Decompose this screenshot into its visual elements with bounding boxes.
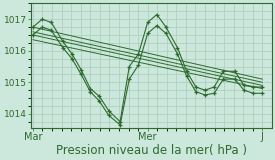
X-axis label: Pression niveau de la mer( hPa ): Pression niveau de la mer( hPa ) (56, 144, 247, 156)
